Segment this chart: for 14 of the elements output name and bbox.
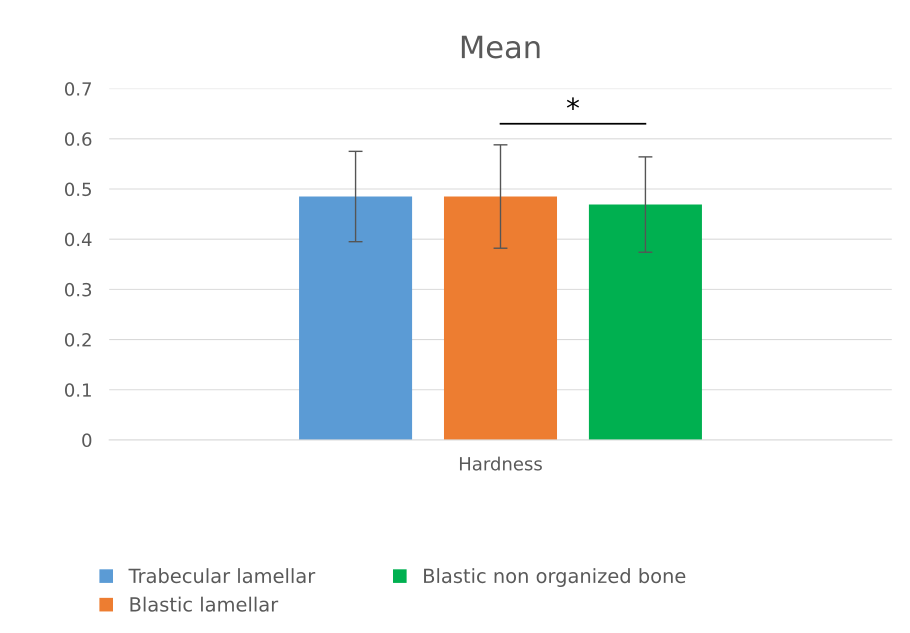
y-tick-label: 0.2 <box>65 333 91 347</box>
y-tick-label: 0.6 <box>65 132 92 146</box>
legend-label: Blastic lamellar <box>130 596 278 612</box>
x-tick-label: Hardness <box>460 456 542 471</box>
y-tick-label: 0.7 <box>65 82 91 96</box>
y-tick-label: 0 <box>82 433 92 448</box>
y-tick-label: 0.5 <box>65 182 91 196</box>
y-tick-label: 0.3 <box>65 282 92 296</box>
chart-title: Mean <box>462 36 540 58</box>
y-tick-label: 0.4 <box>65 232 92 246</box>
legend-label: Trabecular lamellar <box>128 568 316 584</box>
y-tick-label: 0.1 <box>65 383 91 397</box>
legend-label: Blastic non organized bone <box>424 568 686 587</box>
annotation: * <box>566 97 580 110</box>
